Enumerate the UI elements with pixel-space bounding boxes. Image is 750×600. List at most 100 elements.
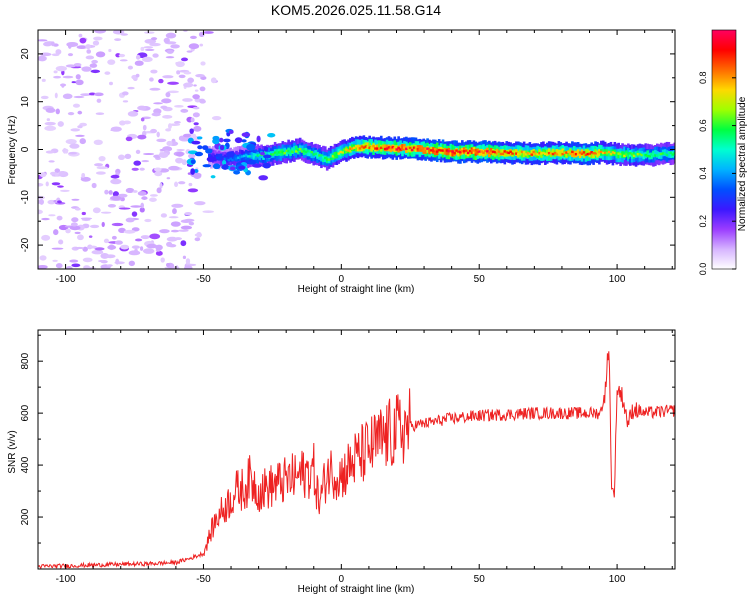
ridge-segment bbox=[493, 150, 497, 154]
ridge-segment bbox=[291, 150, 294, 153]
noise-blob bbox=[65, 64, 77, 68]
ridge-segment bbox=[453, 152, 456, 155]
ridge-segment bbox=[383, 144, 387, 152]
noise-blob bbox=[75, 79, 84, 86]
noise-blob bbox=[149, 77, 154, 82]
noise-blob bbox=[210, 77, 217, 84]
noise-blob bbox=[58, 170, 67, 176]
ridge-segment bbox=[561, 152, 565, 156]
noise-blob bbox=[112, 191, 120, 198]
noise-blob bbox=[67, 112, 75, 116]
ridge-segment bbox=[461, 150, 464, 153]
spectrogram-ridge bbox=[186, 128, 675, 181]
colorbar-tick-label: 0.8 bbox=[698, 72, 708, 85]
noise-blob bbox=[90, 69, 101, 74]
ridge-segment bbox=[582, 151, 586, 154]
transition-blob bbox=[223, 138, 231, 143]
ridge-segment bbox=[223, 157, 227, 161]
ridge-segment bbox=[281, 150, 285, 154]
ridge-segment bbox=[351, 147, 354, 150]
ridge-segment bbox=[379, 146, 383, 149]
noise-blob bbox=[53, 229, 59, 236]
ridge-segment bbox=[401, 147, 404, 151]
noise-blob bbox=[80, 176, 91, 182]
noise-blob bbox=[149, 194, 158, 197]
noise-blob bbox=[57, 185, 64, 188]
ridge-segment bbox=[582, 151, 586, 158]
ridge-segment bbox=[252, 155, 256, 158]
noise-blob bbox=[122, 100, 129, 103]
noise-blob bbox=[62, 75, 74, 79]
noise-blob bbox=[125, 187, 135, 194]
ridge-segment bbox=[387, 146, 391, 149]
transition-blob bbox=[260, 151, 266, 156]
ridge-segment bbox=[667, 151, 671, 158]
noise-blob bbox=[190, 117, 195, 123]
noise-blob bbox=[149, 42, 161, 47]
ridge-segment bbox=[547, 148, 551, 156]
noise-blob bbox=[139, 207, 145, 213]
ridge-segment bbox=[443, 149, 447, 152]
noise-blob bbox=[44, 125, 57, 131]
noise-blob bbox=[107, 245, 117, 250]
colorbar-label: Normalized spectral amplitude bbox=[737, 96, 748, 231]
noise-blob bbox=[154, 171, 163, 177]
ridge-segment bbox=[244, 154, 248, 157]
noise-blob bbox=[166, 49, 174, 54]
noise-blob bbox=[174, 104, 184, 108]
ridge-segment bbox=[275, 153, 279, 156]
ridge-segment bbox=[264, 150, 267, 158]
ridge-segment bbox=[503, 150, 507, 153]
ridge-segment bbox=[588, 152, 592, 155]
transition-blob bbox=[191, 140, 201, 145]
noise-blob bbox=[68, 151, 77, 155]
ridge-segment bbox=[468, 149, 472, 153]
ridge-segment bbox=[628, 152, 632, 155]
ridge-segment bbox=[227, 154, 231, 162]
snr-x-tick-label: 0 bbox=[339, 574, 345, 585]
ridge-segment bbox=[652, 152, 655, 156]
ridge-segment bbox=[354, 145, 358, 148]
transition-blob bbox=[226, 151, 235, 158]
noise-blob bbox=[81, 172, 86, 178]
noise-blob bbox=[194, 233, 203, 237]
noise-blob bbox=[88, 92, 96, 96]
ridge-segment bbox=[505, 151, 509, 154]
ridge-segment bbox=[439, 149, 443, 152]
ridge-segment bbox=[476, 150, 480, 154]
noise-blob bbox=[178, 74, 186, 79]
ridge-segment bbox=[619, 152, 622, 156]
ridge-segment bbox=[515, 152, 518, 155]
ridge-segment bbox=[322, 155, 325, 163]
noise-blob bbox=[135, 54, 141, 60]
noise-blob bbox=[80, 93, 92, 97]
ridge-segment bbox=[295, 145, 298, 153]
ridge-segment bbox=[339, 150, 343, 154]
ridge-segment bbox=[403, 146, 406, 149]
ridge-segment bbox=[287, 149, 290, 153]
noise-blob bbox=[159, 182, 163, 189]
noise-blob bbox=[166, 241, 173, 247]
ridge-segment bbox=[613, 151, 617, 155]
transition-blob bbox=[263, 154, 272, 159]
ridge-segment bbox=[318, 154, 321, 157]
ridge-segment bbox=[246, 155, 250, 158]
noise-blob bbox=[41, 234, 51, 241]
noise-blob bbox=[117, 193, 128, 198]
ridge-segment bbox=[298, 148, 302, 151]
ridge-segment bbox=[495, 150, 499, 153]
noise-blob bbox=[86, 49, 92, 54]
ridge-segment bbox=[231, 158, 234, 162]
snr-x-tick-label: 100 bbox=[609, 574, 626, 585]
noise-blob bbox=[168, 165, 180, 171]
noise-blob bbox=[140, 202, 145, 209]
noise-blob bbox=[92, 207, 101, 214]
ridge-segment bbox=[337, 148, 341, 156]
ridge-segment bbox=[590, 151, 593, 154]
noise-blob bbox=[137, 134, 147, 140]
ridge-segment bbox=[638, 152, 642, 156]
ridge-segment bbox=[551, 148, 555, 156]
ridge-segment bbox=[507, 151, 510, 155]
spectrogram-y-tick-label: -20 bbox=[20, 237, 31, 252]
transition-blob bbox=[246, 143, 256, 151]
